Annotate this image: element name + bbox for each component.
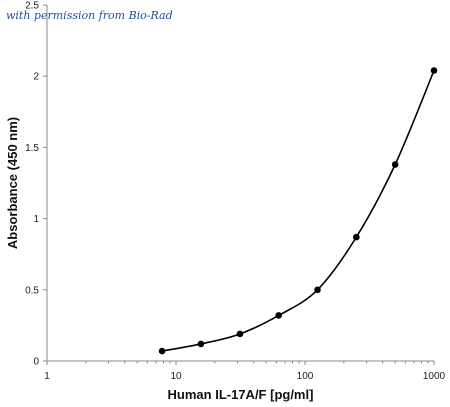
tick-labels: 1 10 100 1000 0 0.5 1 1.5 2 2.5 <box>25 1 445 383</box>
y-tick-label: 1.5 <box>25 143 39 154</box>
y-tick-label: 1 <box>33 214 39 225</box>
data-point <box>314 286 321 294</box>
data-point <box>391 161 399 168</box>
y-tick-label: 2 <box>33 72 39 83</box>
x-tick-label: 10 <box>170 371 182 382</box>
data-point <box>158 347 166 355</box>
data-point <box>430 67 438 74</box>
data-point <box>275 312 282 319</box>
data-points <box>158 67 438 355</box>
y-tick-label: 2.5 <box>25 1 39 12</box>
fitted-curve <box>161 70 435 352</box>
data-point <box>197 340 205 348</box>
data-point <box>236 330 244 338</box>
data-point <box>353 233 360 241</box>
x-axis-label: Human IL-17A/F [pg/ml] <box>168 387 314 402</box>
x-tick-label: 100 <box>297 371 314 382</box>
y-axis-label: Absorbance (450 nm) <box>5 117 20 249</box>
y-tick-label: 0.5 <box>25 285 39 296</box>
watermark-text: with permission from Bio-Rad <box>6 9 173 22</box>
x-tick-label: 1000 <box>423 371 446 382</box>
x-tick-label: 1 <box>44 371 50 382</box>
axes <box>43 4 435 365</box>
y-tick-label: 0 <box>33 357 39 368</box>
